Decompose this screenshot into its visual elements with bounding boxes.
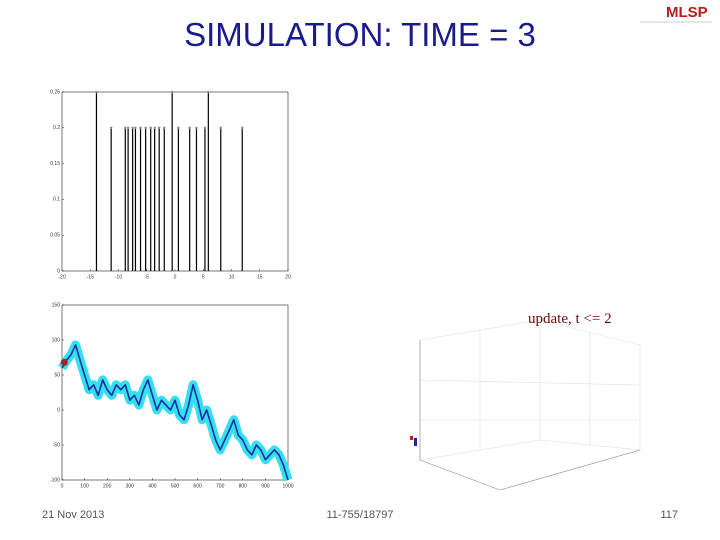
stem-head: [139, 126, 142, 129]
x-tick-label: -20: [58, 274, 65, 280]
footer-course: 11-755/18797: [326, 509, 393, 521]
y-tick-label: 50: [54, 372, 60, 378]
chart-3d: [410, 319, 641, 491]
x-tick-label: 300: [126, 483, 135, 489]
stem-head: [157, 126, 161, 129]
x-tick-label: 0: [61, 483, 64, 489]
x-tick-label: 500: [171, 483, 180, 489]
surface-3d: [414, 438, 417, 446]
x-tick-label: 15: [257, 274, 263, 280]
y-tick-label: 150: [52, 302, 61, 308]
y-tick-label: 0.1: [53, 197, 60, 203]
x-tick-label: -10: [115, 274, 122, 280]
x-tick-label: 800: [239, 483, 248, 489]
y-tick-label: 0.15: [50, 161, 60, 167]
x-tick-label: 200: [103, 483, 112, 489]
stem-head: [195, 126, 198, 129]
stem-head: [109, 126, 113, 129]
axes-3d: [419, 319, 641, 461]
stem-head: [177, 126, 180, 129]
x-tick-label: 700: [216, 483, 225, 489]
stem-head: [149, 126, 152, 129]
stem-head: [163, 126, 166, 129]
stem-head: [153, 126, 156, 129]
logo: MLSP: [666, 4, 708, 21]
y-tick-label: 0: [57, 268, 60, 274]
axis-3d: [499, 449, 641, 491]
y-tick-label: 100: [52, 337, 61, 343]
x-tick-label: 900: [261, 483, 270, 489]
stem-head: [188, 126, 191, 129]
stem-head: [170, 90, 174, 94]
stem-head: [126, 126, 130, 129]
x-tick-label: 400: [148, 483, 157, 489]
y-tick-label: 0: [57, 407, 60, 413]
stem-head: [131, 126, 134, 129]
stem-head: [95, 90, 98, 94]
plot-frame: [61, 91, 289, 272]
stem-head: [241, 126, 244, 129]
axis-3d: [419, 459, 501, 491]
footer-date: 21 Nov 2013: [42, 509, 104, 521]
x-tick-label: 10: [229, 274, 235, 280]
stem-head: [207, 90, 210, 94]
annotation: update, t <= 2: [528, 311, 612, 327]
y-tick-label: 0.25: [50, 89, 60, 95]
y-tick-label: 0.05: [50, 233, 60, 239]
y-tick-label: -50: [53, 442, 60, 448]
stem-head: [134, 126, 137, 129]
y-tick-label: 0.2: [53, 125, 60, 131]
y-tick-label: -100: [50, 477, 60, 483]
x-tick-label: 0: [174, 274, 177, 280]
slide-title: SIMULATION: TIME = 3: [184, 16, 536, 53]
stem-head: [144, 126, 147, 129]
stem-head: [203, 126, 207, 129]
x-tick-label: 600: [193, 483, 202, 489]
surface-3d: [410, 436, 413, 440]
stem-head: [219, 126, 222, 129]
stem-head: [124, 126, 127, 129]
x-tick-label: -5: [145, 274, 150, 280]
line: [61, 344, 289, 481]
x-tick-label: 5: [202, 274, 205, 280]
x-tick-label: 100: [80, 483, 89, 489]
grid-3d: [419, 379, 641, 386]
x-tick-label: 1000: [282, 483, 293, 489]
highlight-point: [60, 358, 68, 366]
x-tick-label: -15: [87, 274, 94, 280]
footer-page: 117: [660, 509, 678, 521]
x-tick-label: 20: [285, 274, 291, 280]
